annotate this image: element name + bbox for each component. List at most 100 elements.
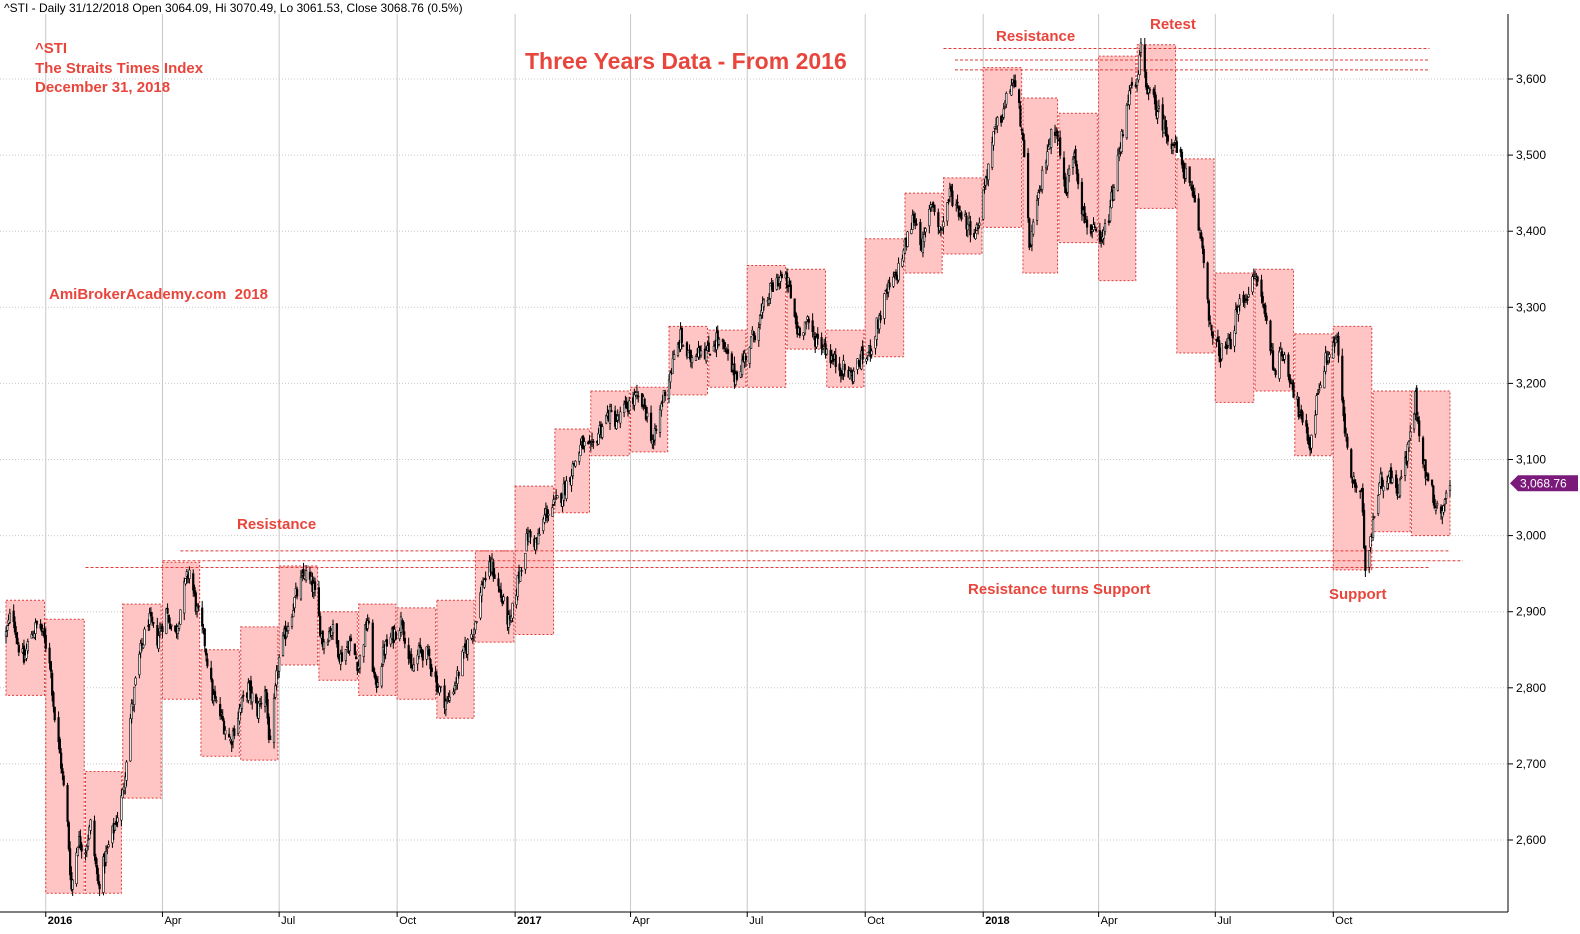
candle-body [492,561,495,577]
range-box [746,264,787,388]
candle-body [1041,169,1044,190]
candle-body [15,632,18,638]
candle-body [947,199,950,202]
candle-body [346,646,349,648]
candle-body [53,706,56,721]
candle-body [1137,73,1140,81]
candle-body [538,533,541,536]
candle-body [142,644,145,649]
candle-body [588,440,591,444]
candle-body [1089,224,1093,234]
candle-body [1050,129,1053,148]
x-tick-label: Apr [633,915,650,927]
candle-body [224,730,227,735]
candle-body [919,221,922,246]
candle-body [321,630,324,647]
candle-body [608,406,612,424]
candle-body [97,874,100,884]
candle-body [453,685,456,691]
candle-body [76,847,79,856]
candle-body [299,576,303,600]
candle-body [1288,374,1291,383]
candle-body [203,628,206,647]
candle-body [888,282,891,288]
resistance-2018-label: Resistance [996,28,1076,45]
candle-body [285,631,288,638]
candle-body [1032,221,1035,235]
candle-body [1282,359,1285,362]
candle-body [1310,434,1313,449]
candle-body [133,686,136,706]
candle-body [637,395,640,398]
candle-body [834,354,837,368]
candle-body [1346,436,1349,448]
candle-body [84,852,87,854]
candle-body [448,696,451,701]
candle-body [157,635,160,649]
candle-body [1143,44,1146,72]
candle-body [372,668,376,674]
candle-body [106,847,109,850]
candle-body [649,412,653,441]
candle-body [17,644,20,653]
candle-body [1112,187,1116,201]
candle-body [694,356,698,361]
candle-body [1434,507,1437,512]
candle-body [267,716,270,740]
candle-body [292,610,295,618]
candle-body [1206,262,1209,300]
candle-body [192,573,195,591]
candle-body [757,327,760,341]
candle-body [807,318,810,323]
candle-body [1264,304,1267,318]
candle-body [1200,232,1203,239]
candle-body [1201,237,1204,249]
candle-body [590,439,594,442]
candle-body [1280,350,1284,357]
watermark-label: AmiBrokerAcademy.com 2018 [49,286,268,303]
candle-body [1247,294,1250,298]
candle-body [6,625,9,631]
x-tick-label: 2017 [517,915,541,927]
x-tick-label: Jul [1217,915,1231,927]
candle-body [1364,545,1367,571]
candle-body [1125,105,1128,139]
candle-body [991,142,994,168]
symbol-label: ^STI [35,40,68,57]
candle-body [1341,355,1344,401]
candle-body [897,262,900,281]
candle-body [1020,128,1023,131]
candle-body [984,177,987,186]
candle-body [1207,300,1211,321]
candle-body [1021,132,1025,141]
candle-body [1118,153,1121,158]
candle-body [1144,71,1148,88]
candle-body [1315,395,1318,415]
candle-body [1175,141,1178,153]
candle-body [184,578,187,585]
retest-label: Retest [1150,16,1196,33]
range-box [668,325,708,396]
candle-body [229,738,232,742]
candle-body [924,228,927,233]
candle-body [1184,167,1187,179]
candle-body [752,331,755,337]
candle-body [730,353,733,373]
candle-body [942,221,945,228]
candle-body [1445,492,1448,499]
candle-body [1039,189,1043,192]
candle-body [682,345,685,347]
candle-body [251,692,254,703]
candle-body [687,350,690,358]
candle-body [1002,108,1005,118]
candle-body [1211,331,1214,339]
candle-body [35,620,38,625]
candle-body [928,208,931,227]
candle-body [1005,92,1008,105]
candle-body [240,697,244,709]
candle-body [380,666,383,687]
candle-body [749,336,753,349]
candle-body [779,275,782,282]
candle-body [1037,192,1040,199]
candle-body [1018,89,1021,104]
